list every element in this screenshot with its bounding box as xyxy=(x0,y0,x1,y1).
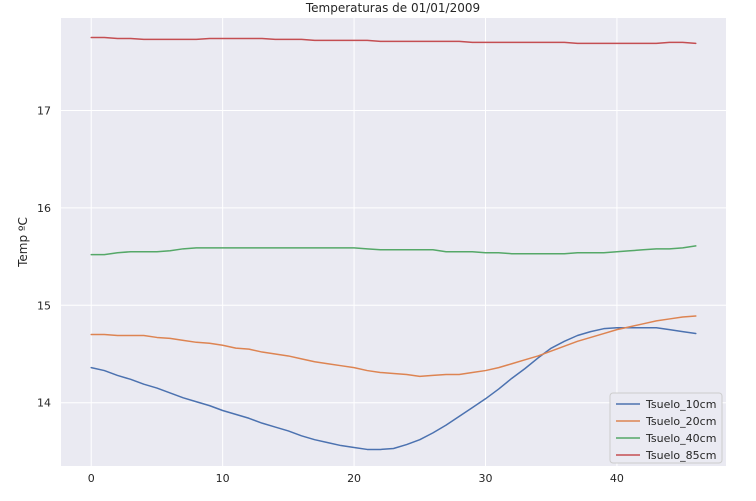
y-tick-label: 14 xyxy=(37,397,51,410)
y-tick-label: 16 xyxy=(37,202,51,215)
legend-label: Tsuelo_85cm xyxy=(645,449,716,462)
legend: Tsuelo_10cm Tsuelo_20cm Tsuelo_40cm Tsuelo_… xyxy=(609,392,723,464)
y-tick-label: 17 xyxy=(37,105,51,118)
x-tick-label: 10 xyxy=(216,472,230,485)
series-line-tsuelo-40cm xyxy=(90,245,697,256)
x-tick-label: 0 xyxy=(88,472,95,485)
x-tick-label: 40 xyxy=(610,472,624,485)
x-tick-label: 20 xyxy=(347,472,361,485)
series-line-tsuelo-85cm xyxy=(90,36,697,45)
legend-label: Tsuelo_40cm xyxy=(645,432,716,445)
series-line-tsuelo-10cm xyxy=(90,326,697,451)
y-axis-label: Temp ºC xyxy=(16,217,30,268)
legend-label: Tsuelo_10cm xyxy=(645,398,716,411)
plot-background xyxy=(61,18,726,466)
chart-title: Temperaturas de 01/01/2009 xyxy=(305,1,480,15)
series-line-tsuelo-20cm xyxy=(90,315,697,378)
tick-labels: 0 10 20 30 40 14 15 16 17 xyxy=(37,105,624,485)
series-lines xyxy=(90,36,697,451)
legend-label: Tsuelo_20cm xyxy=(645,415,716,428)
x-tick-label: 30 xyxy=(478,472,492,485)
legend-box xyxy=(609,392,723,464)
y-tick-label: 15 xyxy=(37,299,51,312)
